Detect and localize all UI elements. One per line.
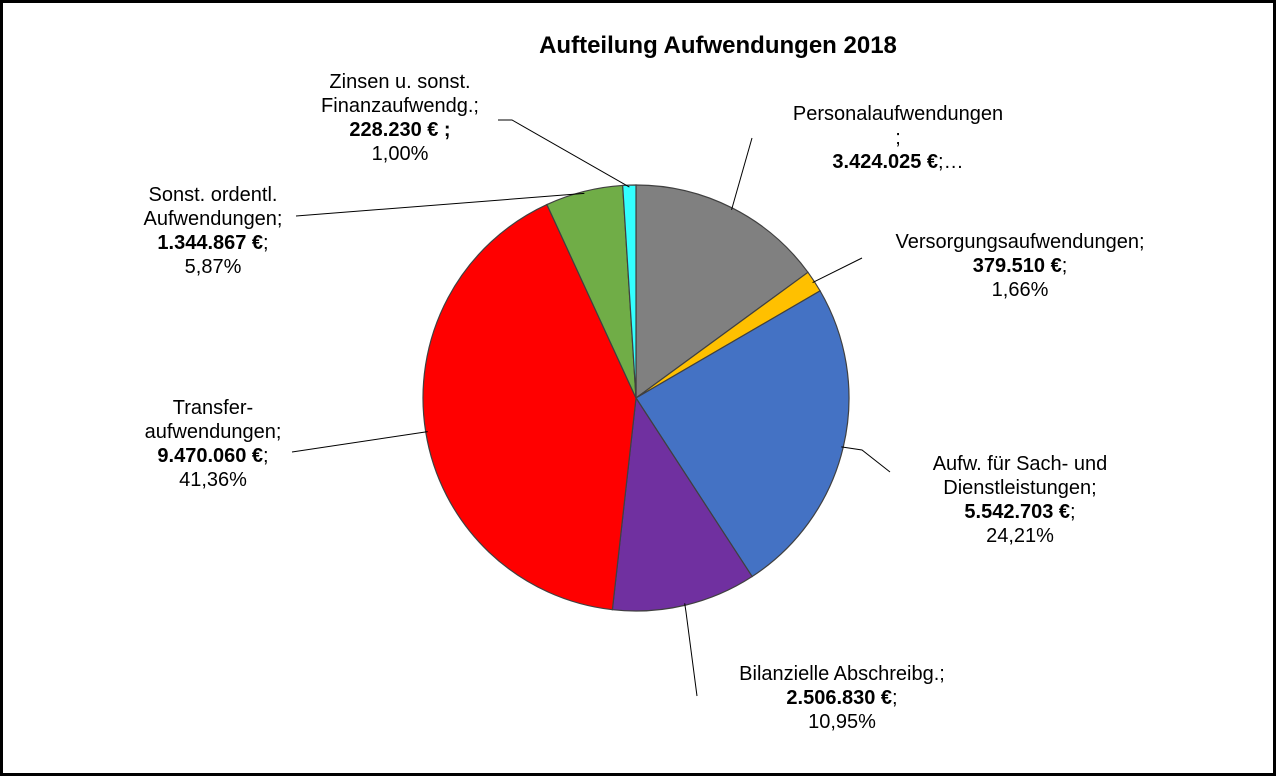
data-label: Versorgungsaufwendungen; 379.510 €; 1,66% [870,230,1170,302]
leader-line [498,119,630,188]
data-label: Zinsen u. sonst. Finanzaufwendg.; 228.230… [250,70,550,166]
leader-line [731,137,753,210]
value-label: 379.510 € [972,255,1062,277]
percent-label: 5,87% [184,256,242,278]
category-label: Zinsen u. sonst. Finanzaufwendg.; [321,71,479,117]
data-label: Personalaufwendungen ; 3.424.025 €;… [748,102,1048,174]
category-label: Versorgungsaufwendungen; [895,231,1145,253]
value-suffix: ;… [938,151,964,173]
value-suffix: ; [1070,501,1076,523]
value-label: 1.344.867 € [157,232,264,254]
percent-label: 24,21% [986,525,1054,547]
percent-label: 1,66% [991,279,1049,301]
percent-label: 41,36% [179,469,247,491]
value-line: 5.542.703 €; [870,500,1170,524]
chart-title: Aufteilung Aufwendungen 2018 [539,32,897,59]
value-label: 2.506.830 € [786,687,893,709]
leader-line [295,192,585,217]
category-label: Transfer- aufwendungen; [144,397,282,443]
leader-line [684,603,698,697]
value-line: 1.344.867 €; [63,231,363,255]
value-suffix: ; [892,687,898,709]
pie-slice [622,184,637,399]
data-label: Bilanzielle Abschreibg.; 2.506.830 €; 10,9… [692,662,992,734]
value-line: 3.424.025 €;… [748,150,1048,174]
category-label: Bilanzielle Abschreibg.; [739,663,945,685]
category-label: Aufw. für Sach- und Dienstleistungen; [932,453,1108,499]
value-suffix: ; [263,445,269,467]
value-label: 9.470.060 € [157,445,264,467]
percent-label: 10,95% [808,711,876,733]
leader-line [291,431,428,453]
category-label: Personalaufwendungen ; [792,103,1004,149]
value-line: 379.510 €; [870,254,1170,278]
category-label: Sonst. ordentl. Aufwendungen; [143,184,283,230]
data-label: Transfer- aufwendungen; 9.470.060 €; 41,36… [63,396,363,492]
value-label: 228.230 € ; [349,119,451,141]
leader-line [841,446,891,473]
value-suffix: ; [1061,255,1068,277]
data-label: Aufw. für Sach- und Dienstleistungen; 5.5… [870,452,1170,548]
value-label: 3.424.025 € [832,151,939,173]
value-label: 5.542.703 € [964,501,1071,523]
leader-line [812,257,863,283]
value-suffix: ; [263,232,269,254]
value-line: 228.230 € ; [250,118,550,142]
data-label: Sonst. ordentl. Aufwendungen; 1.344.867 €… [63,183,363,279]
value-line: 2.506.830 €; [692,686,992,710]
value-line: 9.470.060 €; [63,444,363,468]
percent-label: 1,00% [371,143,429,165]
